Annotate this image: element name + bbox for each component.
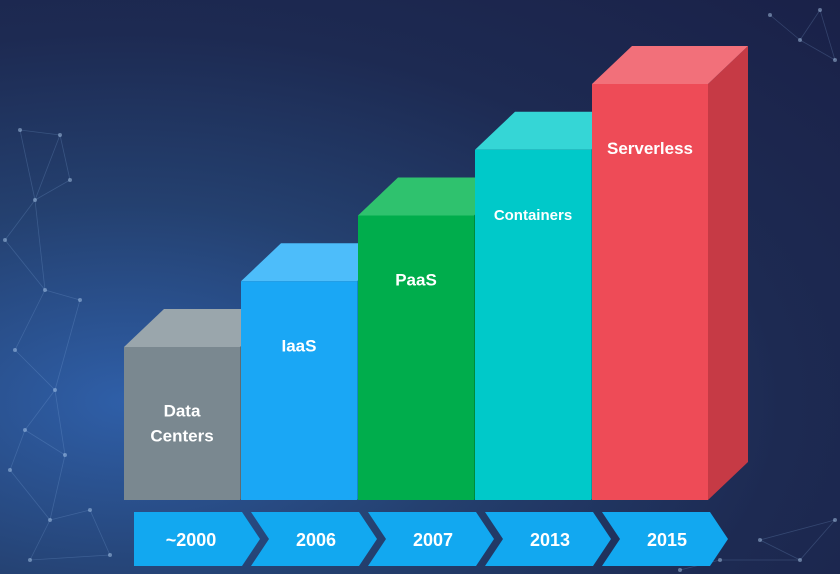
network-link <box>799 519 836 561</box>
network-node <box>68 178 72 182</box>
year-label: 2007 <box>413 530 453 550</box>
bar-label: IaaS <box>282 336 317 355</box>
network-link <box>769 14 801 41</box>
bar <box>592 84 708 500</box>
network-link <box>44 289 81 301</box>
network-link <box>34 199 46 291</box>
year-arrow <box>251 512 377 566</box>
network-link <box>14 289 46 351</box>
year-arrow <box>602 512 728 566</box>
network-node <box>833 518 837 522</box>
network-node <box>798 38 802 42</box>
network-node <box>63 453 67 457</box>
network-node <box>678 568 682 572</box>
year-label: 2006 <box>296 530 336 550</box>
network-decoration <box>3 8 837 572</box>
network-node <box>58 133 62 137</box>
network-link <box>29 554 111 561</box>
network-link <box>799 39 836 61</box>
bar <box>241 281 357 500</box>
network-node <box>23 428 27 432</box>
network-link <box>819 9 836 61</box>
network-node <box>43 288 47 292</box>
bar-side <box>708 46 748 500</box>
network-link <box>34 179 71 201</box>
year-label: 2013 <box>530 530 570 550</box>
network-node <box>798 558 802 562</box>
network-link <box>24 389 56 431</box>
network-link <box>54 299 81 391</box>
network-link <box>19 129 61 136</box>
year-label: ~2000 <box>166 530 217 550</box>
bar-label-line: Data <box>164 401 201 420</box>
network-node <box>33 198 37 202</box>
network-link <box>54 389 66 456</box>
year-arrow <box>485 512 611 566</box>
network-node <box>108 553 112 557</box>
network-node <box>833 58 837 62</box>
year-arrow <box>368 512 494 566</box>
network-link <box>49 509 91 521</box>
network-link <box>59 134 71 181</box>
bar-label: Data Centers <box>150 401 213 445</box>
network-node <box>718 558 722 562</box>
network-link <box>14 349 56 391</box>
bar <box>124 347 240 500</box>
network-link <box>19 129 36 201</box>
network-link <box>89 509 111 556</box>
network-link <box>49 454 66 521</box>
year-arrow <box>134 512 260 566</box>
year-label: 2015 <box>647 530 687 550</box>
network-link <box>759 539 801 561</box>
bar-label: Containers <box>494 207 572 224</box>
network-node <box>78 298 82 302</box>
network-link <box>29 519 51 561</box>
network-node <box>768 13 772 17</box>
network-node <box>48 518 52 522</box>
bar-label: Serverless <box>607 139 693 158</box>
bar <box>358 215 474 500</box>
network-node <box>3 238 7 242</box>
network-link <box>9 429 26 471</box>
bar-top <box>592 46 748 84</box>
network-node <box>818 8 822 12</box>
network-node <box>8 468 12 472</box>
network-link <box>4 199 36 241</box>
bar-label: PaaS <box>395 271 437 290</box>
bar-label-line: Centers <box>150 426 213 445</box>
network-link <box>9 469 51 521</box>
year-arrows-group: ~2000 2006 2007 2013 2015 <box>134 512 728 566</box>
network-node <box>758 538 762 542</box>
bar <box>475 149 591 500</box>
network-link <box>24 429 66 456</box>
network-node <box>13 348 17 352</box>
network-node <box>18 128 22 132</box>
network-node <box>53 388 57 392</box>
network-node <box>88 508 92 512</box>
network-link <box>34 134 61 201</box>
bars-group: Data Centers IaaS PaaS Containers Serverless <box>124 46 748 500</box>
bar-group <box>592 46 748 500</box>
network-link <box>799 9 821 41</box>
network-link <box>759 519 836 541</box>
network-node <box>28 558 32 562</box>
network-link <box>4 239 46 291</box>
